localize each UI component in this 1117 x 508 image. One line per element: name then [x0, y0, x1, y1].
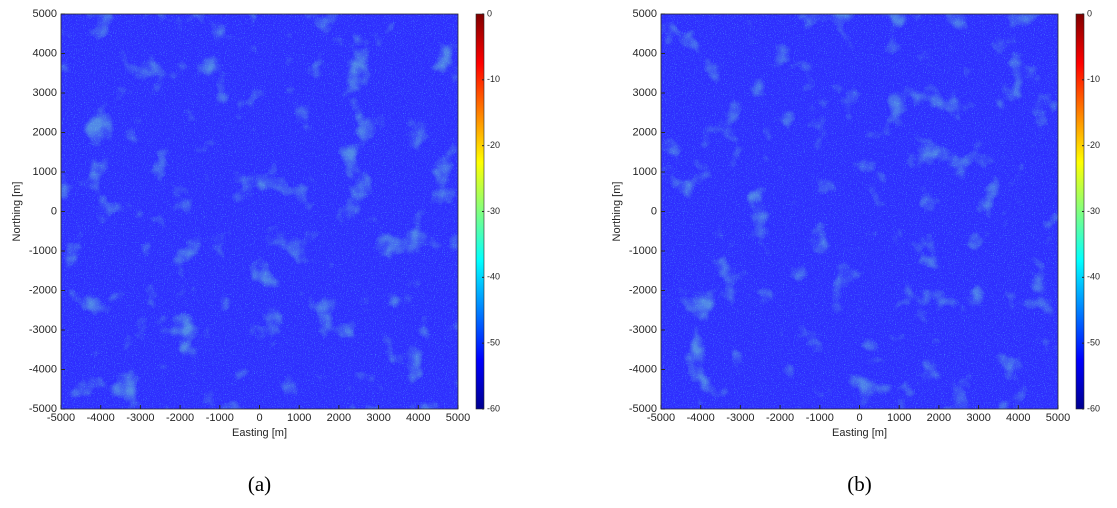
x-axis-label: Easting [m] [832, 427, 887, 439]
x-tick-label: 4000 [1006, 412, 1030, 424]
colorbar-tick-label: 0 [487, 8, 492, 18]
x-tick-label: -5000 [47, 412, 75, 424]
x-tick-label: -1000 [806, 412, 834, 424]
x-tick-label: -2000 [766, 412, 794, 424]
y-tick-label: 4000 [33, 47, 57, 59]
x-tick-label: -1000 [206, 412, 234, 424]
y-tick-label: 5000 [33, 8, 57, 20]
colorbar-tick-label: -30 [487, 206, 500, 216]
y-axis-label: Northing [m] [611, 182, 623, 242]
x-tick-label: 2000 [927, 412, 951, 424]
x-tick-label: 5000 [446, 412, 470, 424]
colorbar-tick-label: -30 [1087, 206, 1100, 216]
colorbar-tick-label: -60 [487, 403, 500, 413]
colorbar-tick-label: -10 [487, 74, 500, 84]
y-tick-label: -5000 [29, 403, 57, 415]
y-tick-label: -5000 [629, 403, 657, 415]
y-tick-label: 0 [651, 205, 657, 217]
caption: (a) [248, 472, 271, 496]
x-tick-label: 5000 [1046, 412, 1070, 424]
sar-structures [61, 14, 458, 409]
y-tick-label: -1000 [29, 245, 57, 257]
x-tick-label: 0 [256, 412, 262, 424]
x-tick-label: 2000 [327, 412, 351, 424]
x-tick-label: 3000 [966, 412, 990, 424]
x-axis-label: Easting [m] [232, 427, 287, 439]
colorbar-tick-label: -50 [1087, 338, 1100, 348]
x-tick-label: 1000 [887, 412, 911, 424]
y-tick-label: -3000 [29, 324, 57, 336]
caption: (b) [847, 472, 872, 496]
colorbar-tick-label: -40 [1087, 272, 1100, 282]
x-tick-label: 0 [856, 412, 862, 424]
y-tick-label: -3000 [629, 324, 657, 336]
y-tick-label: 1000 [33, 166, 57, 178]
y-tick-label: 0 [51, 205, 57, 217]
x-tick-label: 3000 [366, 412, 390, 424]
colorbar-tick-label: -10 [1087, 74, 1100, 84]
y-tick-label: 1000 [633, 166, 657, 178]
y-tick-label: 3000 [633, 87, 657, 99]
x-tick-label: -2000 [166, 412, 194, 424]
y-tick-label: 2000 [33, 126, 57, 138]
y-tick-label: 2000 [633, 126, 657, 138]
colorbar-tick-label: -50 [487, 338, 500, 348]
x-tick-label: -4000 [87, 412, 115, 424]
x-tick-label: -3000 [126, 412, 154, 424]
colorbar-tick-label: -20 [1087, 140, 1100, 150]
y-tick-label: 4000 [633, 47, 657, 59]
y-tick-label: 5000 [633, 8, 657, 20]
y-tick-label: 3000 [33, 87, 57, 99]
y-tick-label: -1000 [629, 245, 657, 257]
colorbar-tick-label: 0 [1087, 8, 1092, 18]
x-tick-label: -3000 [726, 412, 754, 424]
x-tick-label: 4000 [406, 412, 430, 424]
colorbar-tick-label: -20 [487, 140, 500, 150]
y-tick-label: -4000 [629, 363, 657, 375]
x-tick-label: 1000 [287, 412, 311, 424]
colorbar-tick-label: -60 [1087, 403, 1100, 413]
colorbar-tick-label: -40 [487, 272, 500, 282]
y-tick-label: -2000 [629, 284, 657, 296]
y-axis-label: Northing [m] [11, 182, 23, 242]
sar-structures [661, 14, 1058, 409]
x-tick-label: -4000 [687, 412, 715, 424]
y-tick-label: -4000 [29, 363, 57, 375]
x-tick-label: -5000 [647, 412, 675, 424]
y-tick-label: -2000 [29, 284, 57, 296]
